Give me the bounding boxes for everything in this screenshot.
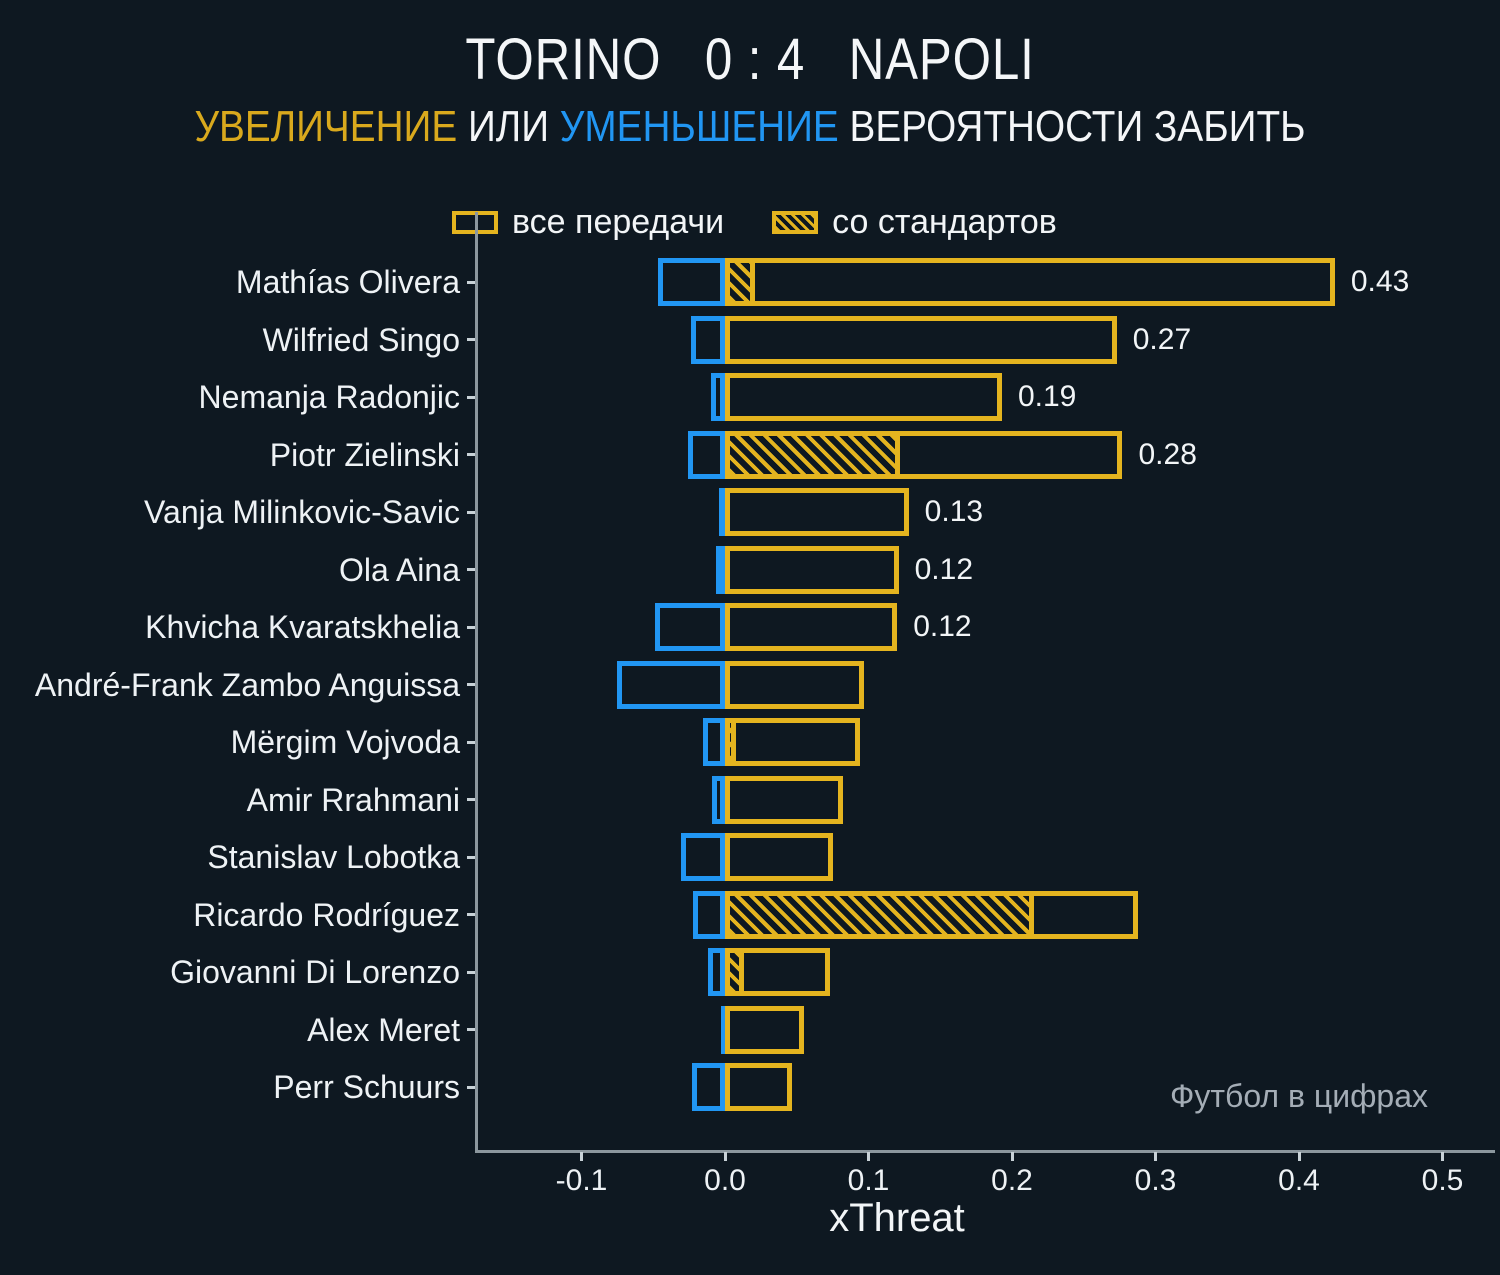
bar-decrease (691, 1063, 725, 1111)
x-tick-mark (1154, 1152, 1157, 1161)
x-tick-label: 0.3 (1134, 1164, 1177, 1197)
x-tick-mark (1010, 1152, 1014, 1161)
bar-total-increase (725, 775, 843, 824)
value-label: 0.12 (913, 610, 972, 643)
x-tick-mark (1441, 1152, 1444, 1161)
bar-total-increase (725, 1005, 804, 1054)
y-axis-line (475, 212, 478, 1152)
x-tick-mark (723, 1152, 727, 1161)
bar-total-increase (725, 1063, 793, 1111)
x-axis-line (475, 1150, 1495, 1153)
value-label: 0.43 (1350, 265, 1410, 298)
y-tick-mark (467, 280, 475, 284)
bar-decrease (680, 833, 725, 881)
bar-decrease (710, 373, 725, 421)
bar-set-pieces (725, 948, 744, 996)
player-name: Piotr Zielinski (269, 436, 460, 473)
match-title: TORINO 0 : 4 NAPOLI (465, 27, 1035, 92)
chart-subtitle: УВЕЛИЧЕНИЕ ИЛИ УМЕНЬШЕНИЕ ВЕРОЯТНОСТИ ЗА… (90, 102, 1410, 152)
y-tick-mark (467, 855, 475, 859)
x-tick-label: 0.2 (991, 1164, 1033, 1197)
legend-label-set-pieces: со стандартов (832, 203, 1057, 241)
bar-decrease (654, 603, 725, 651)
y-tick-mark (467, 568, 475, 571)
x-tick-mark (867, 1152, 870, 1161)
player-name: Wilfried Singo (262, 321, 460, 358)
value-label: 0.12 (914, 552, 974, 586)
subtitle-part-3: ВЕРОЯТНОСТИ ЗАБИТЬ (838, 102, 1306, 151)
subtitle-part-1: ИЛИ (457, 102, 560, 151)
player-name: André-Frank Zambo Anguissa (34, 666, 460, 703)
legend-swatch-set-pieces-icon (772, 211, 819, 234)
bar-decrease (703, 718, 725, 766)
x-axis-title: xThreat (829, 1196, 965, 1240)
player-name: Ricardo Rodríguez (193, 896, 460, 933)
bar-decrease (617, 660, 725, 709)
y-tick-mark (467, 395, 475, 399)
subtitle-part-2: УМЕНЬШЕНИЕ (559, 102, 839, 151)
bar-total-increase (725, 373, 1002, 421)
y-tick-mark (467, 1028, 475, 1031)
bar-total-increase (725, 545, 899, 594)
x-tick-label: 0.0 (704, 1164, 746, 1197)
bar-set-pieces (725, 430, 901, 479)
bar-decrease (712, 775, 725, 824)
player-name: Khvicha Kvaratskhelia (145, 609, 460, 645)
y-tick-mark (467, 913, 475, 916)
value-label: 0.27 (1132, 322, 1192, 356)
x-tick-label: -0.1 (555, 1164, 608, 1197)
player-name: Perr Schuurs (273, 1069, 460, 1105)
bar-total-increase (725, 315, 1117, 364)
bar-decrease (690, 315, 725, 364)
player-name: Amir Rrahmani (246, 781, 460, 818)
bar-decrease (657, 258, 725, 306)
player-name: Mërgim Vojvoda (230, 724, 460, 760)
player-name: Giovanni Di Lorenzo (170, 954, 460, 990)
value-label: 0.19 (1017, 380, 1077, 413)
watermark: Футбол в цифрах (1170, 1078, 1428, 1114)
bar-decrease (716, 545, 725, 594)
player-name: Nemanja Radonjic (198, 379, 460, 415)
legend-label-all-passes: все передачи (512, 203, 725, 241)
x-tick-label: 0.5 (1421, 1164, 1464, 1197)
player-name: Ola Aina (339, 551, 460, 588)
bar-total-increase (725, 833, 833, 881)
x-tick-label: 0.4 (1278, 1164, 1320, 1197)
player-name: Vanja Milinkovic-Savic (144, 494, 460, 530)
bar-decrease (720, 1005, 725, 1054)
player-name: Alex Meret (307, 1011, 460, 1048)
bar-total-increase (725, 603, 898, 651)
y-tick-mark (467, 970, 475, 974)
bar-set-pieces (725, 258, 756, 306)
bar-set-pieces (725, 718, 737, 766)
player-name: Stanislav Lobotka (207, 839, 460, 875)
x-tick-mark (580, 1152, 583, 1161)
bar-total-increase (725, 718, 860, 766)
bar-total-increase (725, 488, 909, 536)
y-tick-mark (467, 510, 475, 514)
bar-decrease (719, 488, 725, 536)
bar-decrease (707, 948, 725, 996)
bar-total-increase (725, 258, 1335, 306)
x-tick-mark (1297, 1152, 1301, 1161)
y-tick-mark (467, 1085, 475, 1089)
bar-total-increase (725, 660, 865, 709)
y-tick-mark (467, 798, 475, 801)
bar-decrease (693, 890, 725, 939)
bar-set-pieces (725, 890, 1034, 939)
player-name: Mathías Olivera (235, 264, 460, 300)
y-tick-mark (467, 338, 475, 341)
y-tick-mark (467, 740, 475, 744)
subtitle-part-0: УВЕЛИЧЕНИЕ (194, 102, 458, 151)
y-tick-mark (467, 625, 475, 629)
value-label: 0.13 (924, 495, 984, 528)
y-tick-mark (467, 453, 475, 456)
legend: все передачи со стандартов (452, 203, 1057, 242)
value-label: 0.28 (1138, 437, 1197, 471)
bar-decrease (687, 430, 725, 479)
x-tick-label: 0.1 (847, 1164, 890, 1197)
y-tick-mark (467, 683, 475, 686)
